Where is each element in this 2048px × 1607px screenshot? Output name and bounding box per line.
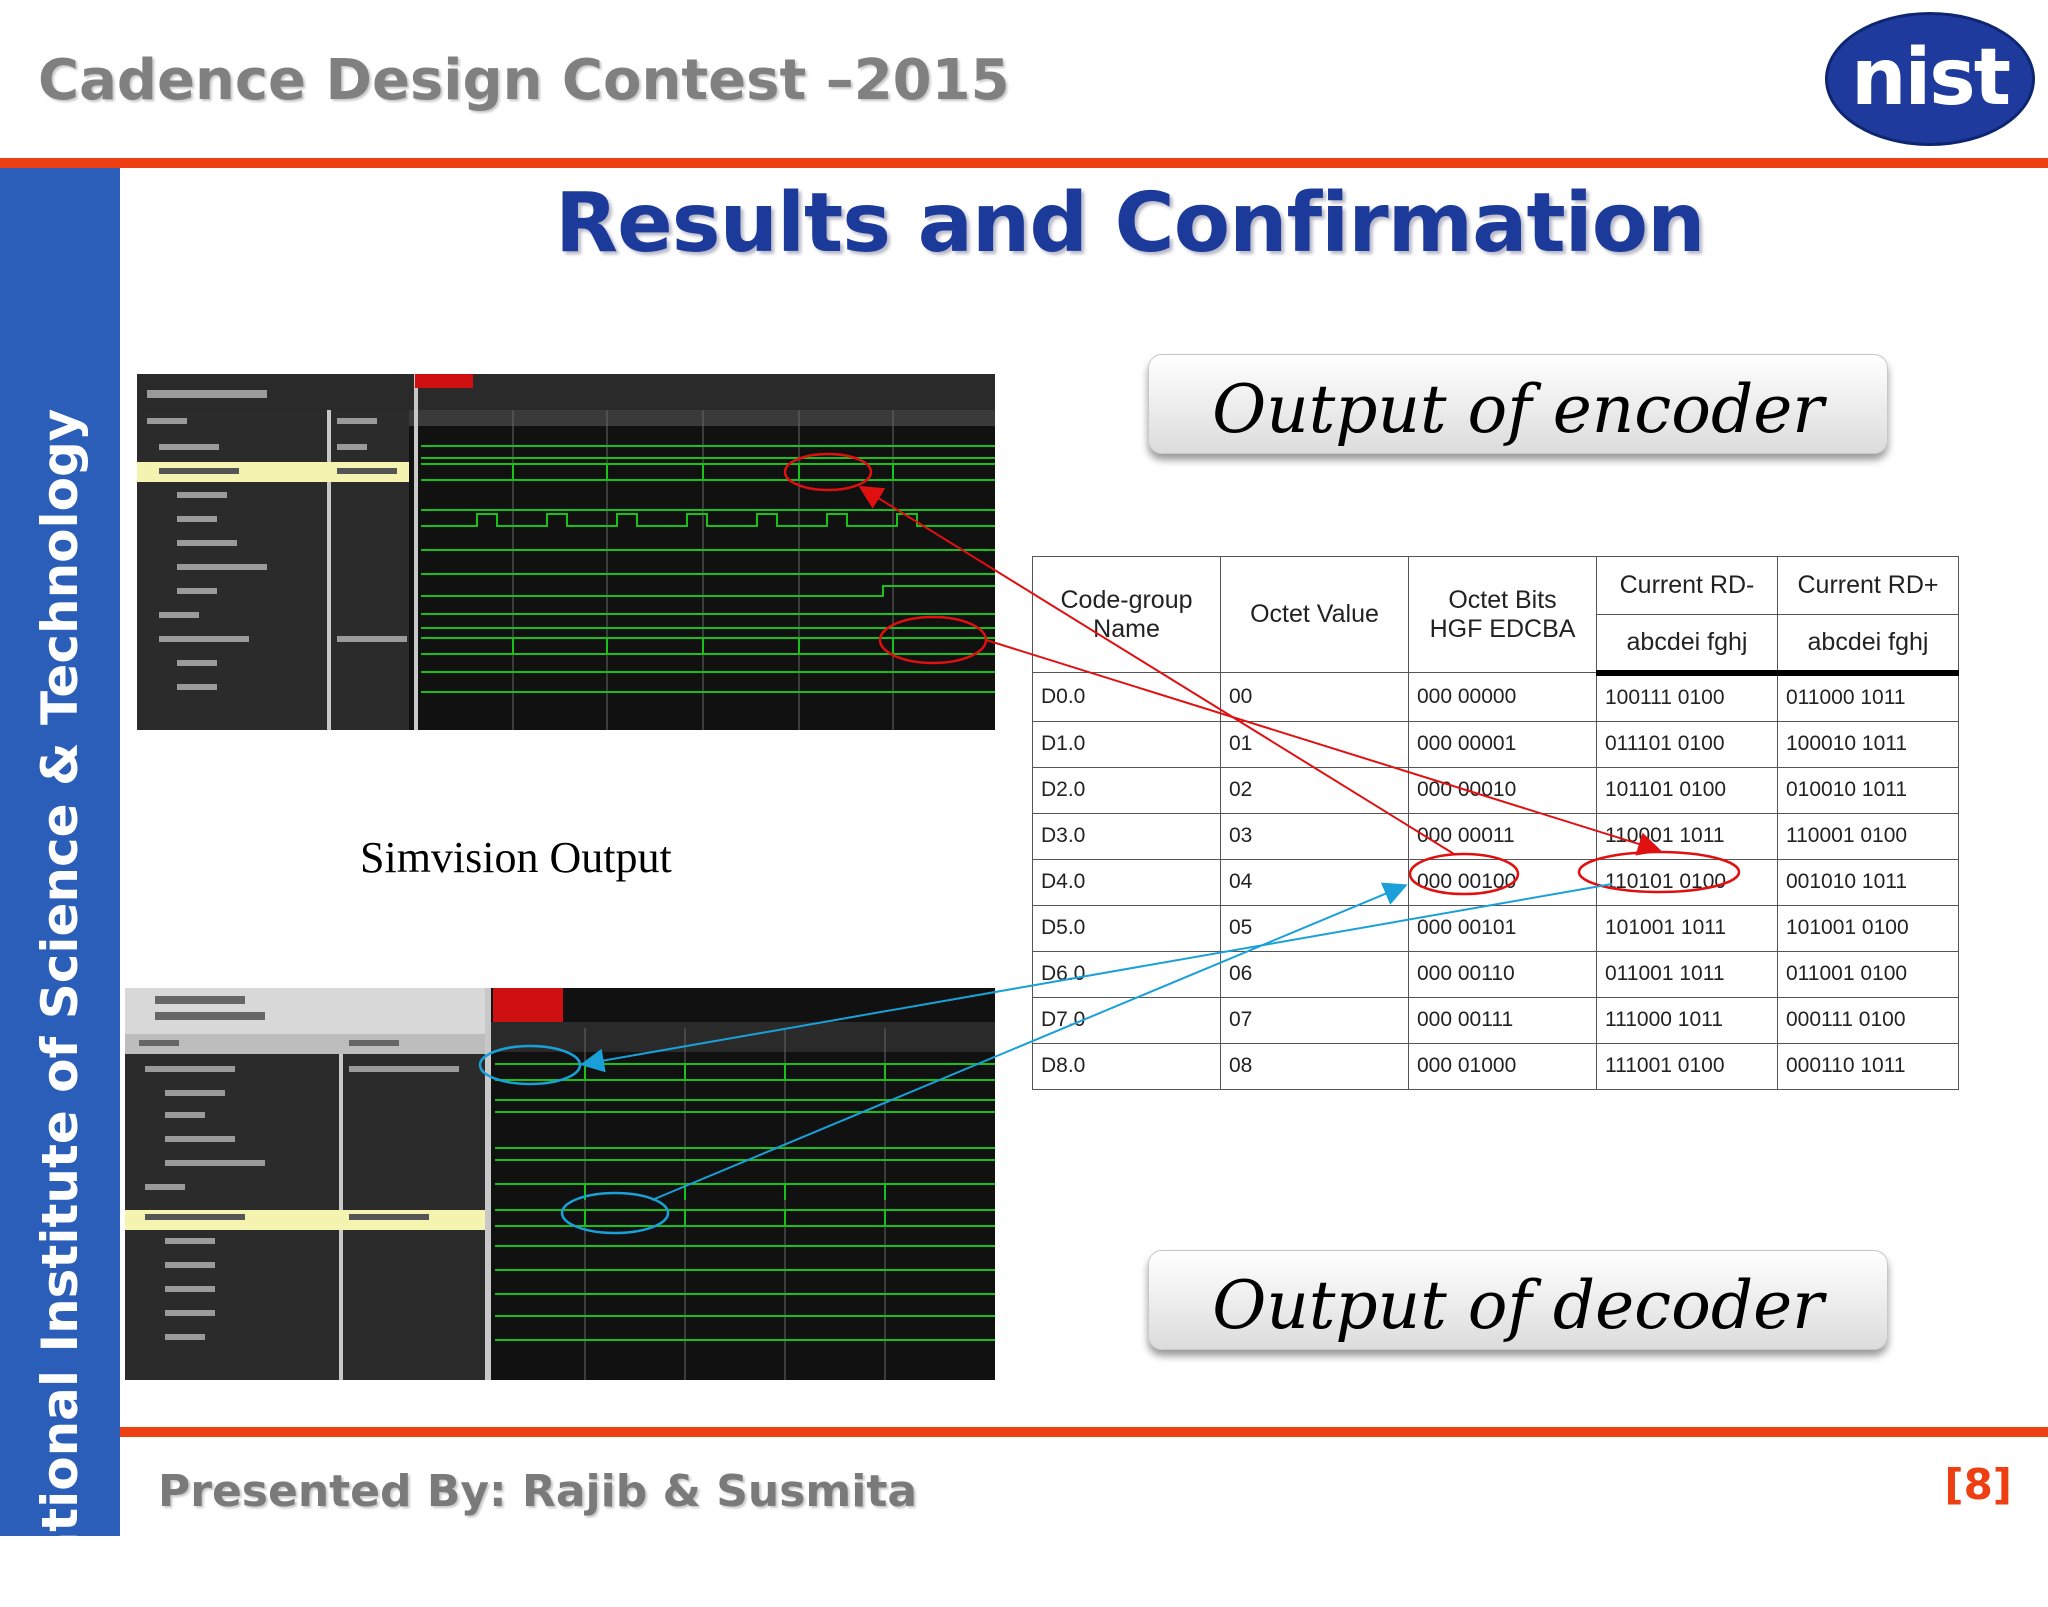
cell-rd-minus: 101101 0100 [1596, 766, 1778, 814]
header-octet-bits-sub: HGF EDCBA [1429, 614, 1576, 643]
header-rd-plus-sub: abcdei fghj [1777, 614, 1959, 676]
top-divider [0, 158, 2048, 168]
cell-rd-minus: 110101 0100 [1596, 858, 1778, 906]
cell-rd-plus: 000110 1011 [1777, 1042, 1959, 1090]
cell-name: D8.0 [1032, 1042, 1221, 1090]
cell-rd-plus: 010010 1011 [1777, 766, 1959, 814]
decoder-arrow-input [580, 883, 1613, 1073]
decoder-callout-label: Output of decoder [1212, 1267, 1824, 1344]
page-number: [8] [1944, 1460, 2012, 1509]
encoder-annotations [783, 452, 1741, 896]
logo-text: nist [1851, 33, 2011, 123]
presenter-credit: Presented By: Rajib & Susmita [158, 1466, 918, 1517]
contest-title: Cadence Design Contest –2015 [38, 48, 1010, 113]
encoder-arrow-input [858, 485, 1455, 855]
decoder-arrow-output [651, 882, 1408, 1201]
cell-rd-minus: 100111 0100 [1596, 672, 1778, 722]
table-row: D4.0 04 000 00100 110101 0100 001010 1011 [1032, 858, 1959, 906]
slide-title: Results and Confirmation [555, 176, 1705, 271]
decoder-waveform [125, 988, 995, 1380]
cell-octet: 03 [1220, 812, 1409, 860]
encoder-waveform-graphic [137, 374, 995, 730]
cell-rd-minus: 111000 1011 [1596, 996, 1778, 1044]
cell-rd-plus: 011001 0100 [1777, 950, 1959, 998]
cell-name: D7.0 [1032, 996, 1221, 1044]
header-octet-bits: Octet Bits HGF EDCBA [1408, 556, 1597, 673]
decoder-output-circle [560, 1191, 670, 1235]
cell-octet: 08 [1220, 1042, 1409, 1090]
cell-bits: 000 00100 [1408, 858, 1597, 906]
annotation-overlay [478, 452, 1741, 1235]
table-row: D8.0 08 000 01000 111001 0100 000110 1011 [1032, 1042, 1959, 1090]
decoder-callout: Output of decoder [1148, 1250, 1888, 1350]
table-row: D7.0 07 000 00111 111000 1011 000111 0100 [1032, 996, 1959, 1044]
header-rd-minus-sub: abcdei fghj [1596, 614, 1778, 676]
header-code-group-name: Code-group Name [1032, 556, 1221, 673]
encoder-input-circle [783, 452, 873, 492]
encoding-table: Code-group Name Octet Value Octet Bits HG… [1032, 556, 1959, 1090]
sidebar: National Institute of Science & Technolo… [0, 168, 120, 1607]
cell-rd-plus: 011000 1011 [1777, 672, 1959, 722]
cell-name: D0.0 [1032, 672, 1221, 722]
table-row: D0.0 00 000 00000 100111 0100 011000 1011 [1032, 672, 1959, 722]
cell-name: D3.0 [1032, 812, 1221, 860]
cell-name: D4.0 [1032, 858, 1221, 906]
cell-octet: 00 [1220, 672, 1409, 722]
header-octet-bits-label: Octet Bits [1448, 585, 1557, 614]
encoder-arrow-output [985, 639, 1662, 856]
octet-bits-circle [1408, 852, 1520, 896]
cell-octet: 04 [1220, 858, 1409, 906]
encoder-callout: Output of encoder [1148, 354, 1888, 454]
header-rd-plus: Current RD+ [1777, 556, 1959, 615]
cell-rd-plus: 100010 1011 [1777, 720, 1959, 768]
cell-rd-plus: 000111 0100 [1777, 996, 1959, 1044]
cell-bits: 000 00111 [1408, 996, 1597, 1044]
cell-name: D2.0 [1032, 766, 1221, 814]
decoder-annotations [478, 882, 1613, 1235]
cell-rd-plus: 110001 0100 [1777, 812, 1959, 860]
encoder-waveform [137, 374, 995, 730]
header-octet-value: Octet Value [1220, 556, 1409, 673]
encoder-callout-label: Output of encoder [1212, 371, 1824, 448]
cell-bits: 000 00000 [1408, 672, 1597, 722]
cell-rd-minus: 011101 0100 [1596, 720, 1778, 768]
cell-bits: 000 00010 [1408, 766, 1597, 814]
cell-rd-minus: 111001 0100 [1596, 1042, 1778, 1090]
nist-logo: nist [1825, 12, 2035, 146]
cell-rd-minus: 011001 1011 [1596, 950, 1778, 998]
cell-bits: 000 01000 [1408, 1042, 1597, 1090]
encoder-output-circle [878, 615, 988, 665]
decoder-waveform-graphic [125, 988, 995, 1380]
header-rd-minus: Current RD- [1596, 556, 1778, 615]
cell-octet: 07 [1220, 996, 1409, 1044]
cell-rd-plus: 001010 1011 [1777, 858, 1959, 906]
decoder-input-circle [478, 1044, 582, 1086]
bottom-divider [120, 1427, 2048, 1437]
simvision-caption: Simvision Output [360, 833, 672, 882]
